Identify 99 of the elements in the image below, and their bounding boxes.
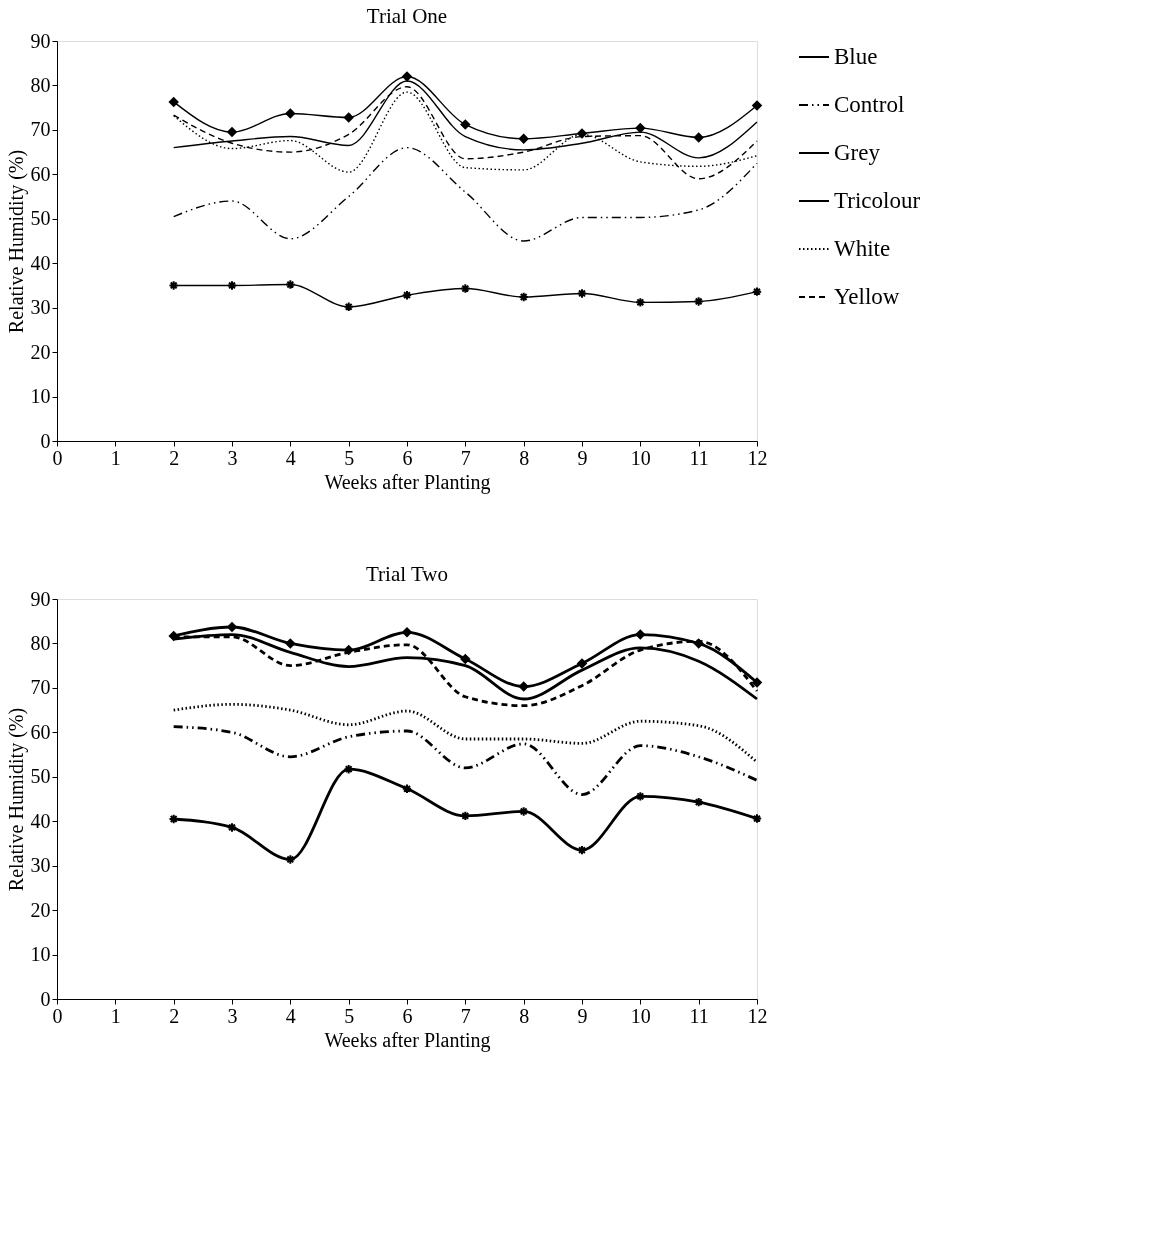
point	[226, 126, 238, 138]
legend-label: Blue	[834, 44, 878, 69]
point	[343, 764, 354, 775]
x-tick-label: 4	[285, 446, 296, 469]
point	[285, 279, 296, 290]
x-tick-label: 10	[630, 446, 651, 469]
point	[576, 288, 588, 299]
point	[576, 658, 588, 669]
point	[693, 132, 704, 143]
point	[518, 806, 529, 817]
x-tick-label: 1	[110, 446, 121, 469]
y-tick-label: 40	[30, 809, 51, 832]
point	[401, 783, 413, 794]
x-tick-label: 12	[747, 446, 768, 469]
x-axis-title: Weeks after Planting	[324, 470, 491, 494]
x-tick-label: 8	[519, 1004, 530, 1027]
x-tick-label: 6	[402, 1004, 413, 1027]
point	[635, 297, 646, 308]
x-tick-label: 11	[689, 446, 709, 469]
x-tick-label: 7	[460, 1004, 471, 1027]
x-tick-label: 5	[344, 1004, 355, 1027]
point	[285, 108, 296, 119]
y-tick-label: 60	[30, 162, 51, 185]
y-tick-label: 80	[30, 631, 51, 654]
chart-title: Trial One	[366, 4, 448, 28]
legend-label: White	[834, 236, 891, 261]
y-tick-label: 70	[30, 118, 51, 141]
y-tick-label: 90	[30, 29, 51, 52]
point	[226, 280, 238, 291]
point	[343, 644, 354, 656]
x-tick-label: 3	[227, 446, 238, 469]
y-tick-label: 0	[40, 987, 51, 1010]
point	[518, 133, 529, 145]
x-tick-label: 11	[689, 1004, 709, 1027]
point	[168, 96, 179, 108]
point	[460, 283, 471, 294]
x-tick-label: 8	[519, 446, 530, 469]
point	[226, 822, 238, 833]
y-tick-label: 20	[30, 898, 51, 921]
legend-label: Grey	[834, 140, 881, 165]
line-series	[172, 725, 759, 796]
x-tick-label: 9	[577, 446, 588, 469]
point	[343, 112, 354, 123]
y-tick-label: 80	[30, 73, 51, 96]
point	[460, 119, 471, 130]
x-tick-label: 7	[460, 446, 471, 469]
point	[518, 681, 529, 692]
x-tick-label: 3	[227, 1004, 238, 1027]
x-tick-label: 2	[169, 1004, 180, 1027]
y-axis-title: Relative Humidity (%)	[4, 707, 28, 892]
point	[751, 677, 763, 688]
y-tick-label: 30	[30, 296, 51, 319]
x-tick-label: 10	[630, 1004, 651, 1027]
point	[751, 813, 763, 824]
chart-title: Trial Two	[366, 562, 448, 586]
line-series	[172, 702, 759, 764]
x-tick-label: 12	[747, 1004, 768, 1027]
legend-label: Yellow	[834, 284, 900, 309]
point	[226, 621, 238, 633]
x-tick-label: 9	[577, 1004, 588, 1027]
y-axis-title: Relative Humidity (%)	[4, 149, 28, 334]
y-tick-label: 70	[30, 676, 51, 699]
point	[576, 128, 588, 139]
x-tick-label: 5	[344, 446, 355, 469]
point	[751, 286, 763, 297]
point	[693, 638, 704, 649]
point	[693, 296, 704, 307]
y-tick-label: 10	[30, 385, 51, 408]
x-tick-label: 6	[402, 446, 413, 469]
point	[285, 854, 296, 865]
legend-label: Tricolour	[834, 188, 921, 213]
point	[635, 629, 646, 640]
point	[285, 638, 296, 649]
y-tick-label: 40	[30, 251, 51, 274]
y-tick-label: 50	[30, 207, 51, 230]
point	[168, 813, 179, 825]
x-tick-label: 4	[285, 1004, 296, 1027]
point	[751, 100, 763, 111]
y-tick-label: 10	[30, 943, 51, 966]
line-series	[172, 146, 758, 242]
legend-label: Control	[834, 92, 905, 117]
x-tick-label: 1	[110, 1004, 121, 1027]
y-tick-label: 60	[30, 720, 51, 743]
point	[401, 71, 413, 82]
point	[635, 122, 646, 134]
x-tick-label: 2	[169, 446, 180, 469]
x-axis-title: Weeks after Planting	[324, 1028, 491, 1052]
y-tick-label: 90	[30, 587, 51, 610]
point	[343, 301, 354, 312]
y-tick-label: 30	[30, 854, 51, 877]
y-tick-label: 50	[30, 765, 51, 788]
point	[168, 280, 179, 291]
point	[401, 627, 413, 638]
point	[401, 290, 413, 301]
y-tick-label: 0	[40, 429, 51, 452]
y-tick-label: 20	[30, 340, 51, 363]
point	[460, 653, 471, 665]
point	[518, 291, 529, 303]
point	[635, 791, 646, 802]
